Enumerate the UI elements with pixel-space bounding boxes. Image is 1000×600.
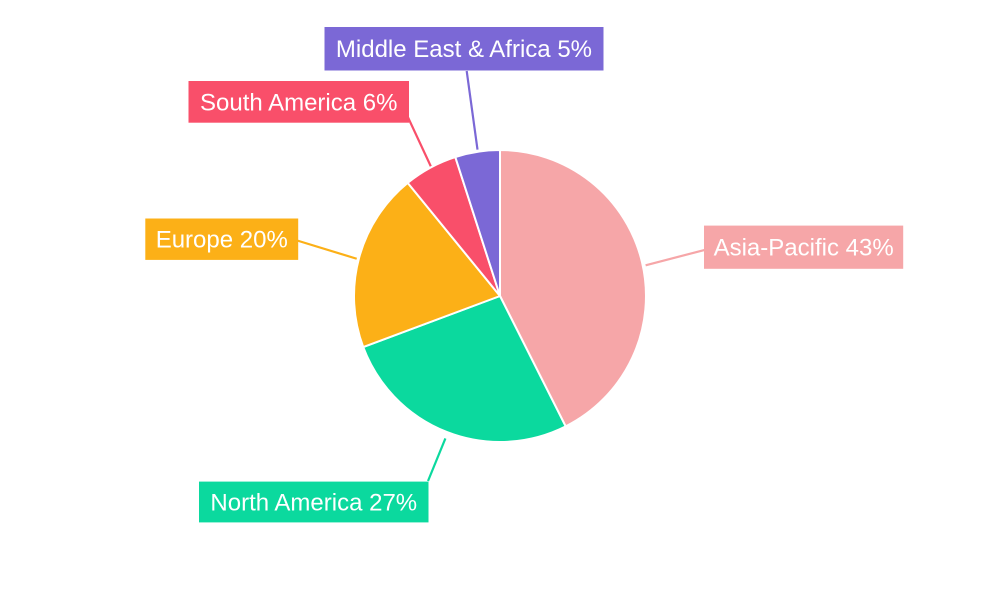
svg-text:South America 6%: South America 6% [200, 89, 397, 116]
svg-text:Europe 20%: Europe 20% [156, 227, 288, 254]
svg-text:Asia-Pacific 43%: Asia-Pacific 43% [714, 235, 894, 262]
svg-text:Middle East & Africa 5%: Middle East & Africa 5% [336, 36, 592, 63]
svg-text:North America 27%: North America 27% [210, 490, 417, 517]
